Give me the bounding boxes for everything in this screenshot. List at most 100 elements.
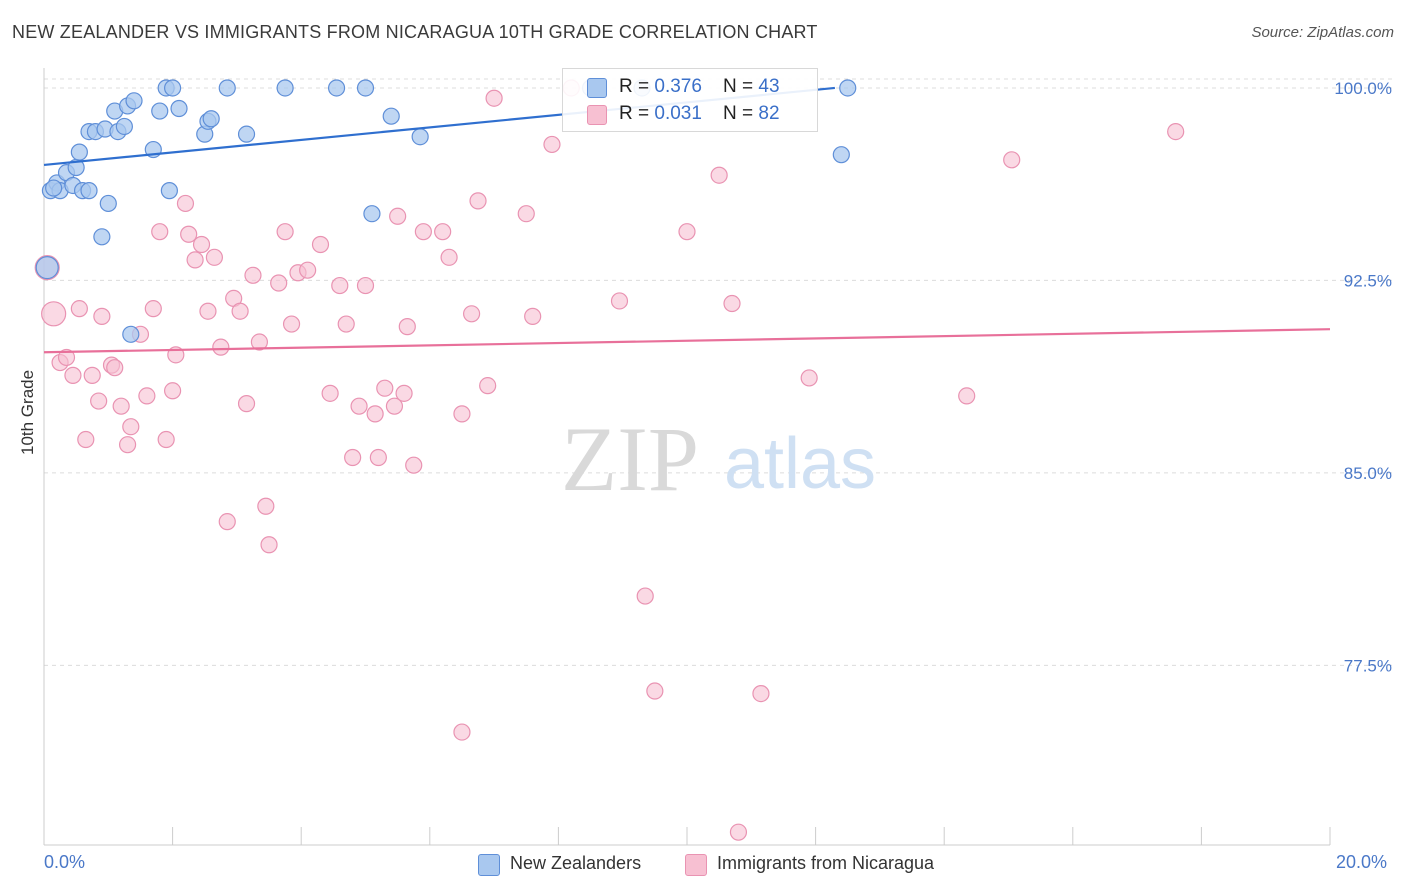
nicaragua-point[interactable] xyxy=(270,274,288,292)
nicaragua-point[interactable] xyxy=(57,348,76,367)
new-zealander-point[interactable] xyxy=(839,79,857,97)
new-zealander-point[interactable] xyxy=(218,79,236,97)
nicaragua-point[interactable] xyxy=(376,379,394,397)
nicaragua-point[interactable] xyxy=(257,497,275,515)
nicaragua-point[interactable] xyxy=(282,315,301,333)
nicaragua-point[interactable] xyxy=(64,366,82,384)
nicaragua-point[interactable] xyxy=(1167,122,1185,141)
nicaragua-point[interactable] xyxy=(311,235,330,254)
y-tick-label: 92.5% xyxy=(1344,271,1392,290)
nicaragua-point[interactable] xyxy=(93,307,111,325)
nicaragua-point[interactable] xyxy=(646,682,664,700)
nicaragua-point[interactable] xyxy=(752,684,770,703)
nicaragua-point[interactable] xyxy=(122,418,140,436)
nicaragua-point[interactable] xyxy=(157,430,175,449)
new-zealander-point[interactable] xyxy=(363,205,381,223)
nicaragua-point[interactable] xyxy=(800,369,818,387)
nicaragua-point[interactable] xyxy=(186,251,204,269)
new-zealander-point[interactable] xyxy=(164,79,182,97)
nicaragua-point[interactable] xyxy=(524,307,542,325)
new-zealander-point[interactable] xyxy=(122,325,140,343)
nicaragua-point[interactable] xyxy=(337,315,355,333)
nicaragua-point[interactable] xyxy=(276,223,294,241)
new-zealander-point[interactable] xyxy=(327,79,346,97)
nicaragua-point[interactable] xyxy=(83,366,101,384)
nicaragua-point[interactable] xyxy=(636,587,654,605)
nicaragua-point[interactable] xyxy=(414,223,432,241)
new-zealander-point[interactable] xyxy=(832,146,850,164)
nicaragua-point[interactable] xyxy=(180,225,198,243)
new-zealander-point[interactable] xyxy=(45,179,63,197)
nicaragua-point[interactable] xyxy=(112,397,130,415)
nicaragua-point[interactable] xyxy=(151,223,169,241)
nicaragua-point[interactable] xyxy=(218,513,236,531)
nicaragua-point[interactable] xyxy=(543,135,561,154)
nicaragua-point[interactable] xyxy=(205,248,223,266)
new-zealander-point[interactable] xyxy=(93,228,111,246)
nicaragua-point[interactable] xyxy=(395,384,413,402)
nicaragua-point[interactable] xyxy=(453,405,471,423)
nicaragua-point[interactable] xyxy=(385,397,404,415)
nicaragua-point[interactable] xyxy=(250,333,269,351)
new-zealander-point[interactable] xyxy=(80,182,98,200)
nicaragua-point[interactable] xyxy=(462,305,481,323)
new-zealander-point[interactable] xyxy=(99,194,117,213)
new-zealander-point[interactable] xyxy=(70,143,88,161)
nicaragua-point[interactable] xyxy=(231,302,249,320)
nicaragua-point[interactable] xyxy=(237,395,256,413)
nicaragua-point[interactable] xyxy=(350,397,368,415)
new-zealander-point[interactable] xyxy=(202,110,220,128)
new-zealander-point[interactable] xyxy=(170,99,188,118)
new-zealander-point[interactable] xyxy=(151,102,169,120)
nicaragua-point[interactable] xyxy=(70,300,88,318)
nicaragua-point[interactable] xyxy=(453,723,471,741)
new-zealander-point[interactable] xyxy=(115,117,133,136)
nicaragua-point[interactable] xyxy=(106,359,124,377)
nicaragua-point[interactable] xyxy=(199,302,217,320)
nicaragua-point[interactable] xyxy=(118,436,137,454)
nicaragua-point[interactable] xyxy=(610,292,629,310)
nicaragua-point[interactable] xyxy=(321,384,339,402)
watermark-zip: ZIP xyxy=(561,408,699,510)
nicaragua-point[interactable] xyxy=(369,448,387,467)
nicaragua-point[interactable] xyxy=(710,166,728,184)
new-zealander-point[interactable] xyxy=(276,79,294,97)
nicaragua-point[interactable] xyxy=(434,223,452,241)
new-zealander-point[interactable] xyxy=(382,107,400,125)
nicaragua-point[interactable] xyxy=(356,276,375,295)
nicaragua-point[interactable] xyxy=(260,536,278,554)
nicaragua-point[interactable] xyxy=(212,338,230,356)
nicaragua-point[interactable] xyxy=(398,318,416,336)
nicaragua-point[interactable] xyxy=(1003,151,1021,169)
nicaragua-point[interactable] xyxy=(678,223,696,241)
nicaragua-point[interactable] xyxy=(299,261,317,279)
new-zealander-point[interactable] xyxy=(160,182,178,200)
nicaragua-point[interactable] xyxy=(331,276,349,295)
nicaragua-point[interactable] xyxy=(729,823,748,841)
nicaragua-point[interactable] xyxy=(244,266,262,284)
new-zealander-point[interactable] xyxy=(356,79,375,97)
nicaragua-point[interactable] xyxy=(485,89,503,107)
nicaragua-point[interactable] xyxy=(164,382,182,400)
nicaragua-point[interactable] xyxy=(479,377,497,395)
nicaragua-point[interactable] xyxy=(144,300,162,318)
nicaragua-point[interactable] xyxy=(469,192,487,210)
nicaragua-point[interactable] xyxy=(958,387,976,405)
nicaragua-point[interactable] xyxy=(405,456,423,474)
nicaragua-point[interactable] xyxy=(344,448,362,467)
nicaragua-point[interactable] xyxy=(41,301,67,327)
nicaragua-point[interactable] xyxy=(192,235,211,254)
nicaragua-point[interactable] xyxy=(176,194,195,213)
nicaragua-point[interactable] xyxy=(440,248,458,266)
new-zealander-point[interactable] xyxy=(35,255,59,280)
nicaragua-point[interactable] xyxy=(90,392,108,410)
nicaragua-point[interactable] xyxy=(389,207,407,225)
nicaragua-point[interactable] xyxy=(723,294,741,313)
nicaragua-point[interactable] xyxy=(138,387,156,405)
nicaragua-point[interactable] xyxy=(77,430,95,449)
nicaragua-point[interactable] xyxy=(517,205,535,223)
new-zealander-point[interactable] xyxy=(411,128,429,146)
new-zealander-point[interactable] xyxy=(237,125,256,143)
new-zealander-point[interactable] xyxy=(125,92,143,110)
nicaragua-point[interactable] xyxy=(366,405,384,423)
